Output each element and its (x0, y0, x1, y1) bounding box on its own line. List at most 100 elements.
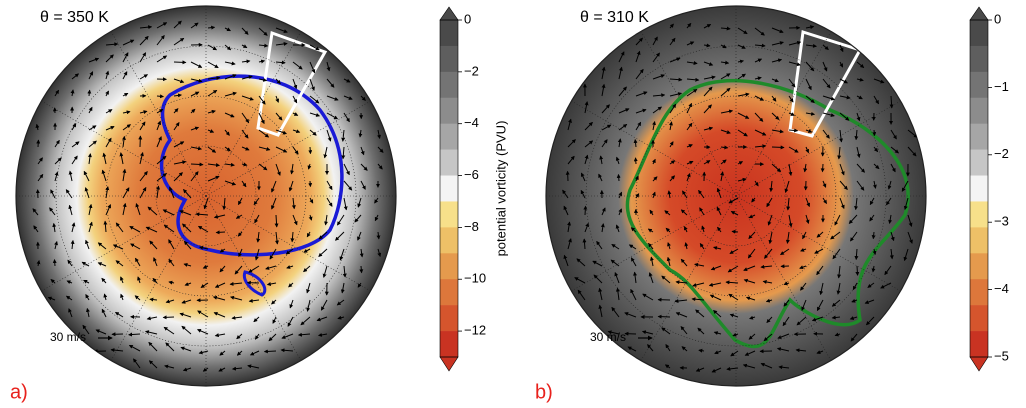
wind-arrow (598, 304, 603, 318)
wind-arrow (890, 129, 897, 140)
wind-arrow (601, 207, 606, 216)
wind-arrow (207, 146, 217, 153)
wind-arrow (839, 180, 848, 190)
wind-arrow (889, 248, 894, 260)
wind-arrow (851, 298, 858, 303)
wind-field (16, 6, 396, 386)
wind-arrow (748, 214, 756, 219)
wind-arrow (322, 265, 328, 278)
graticule (155, 145, 257, 247)
wind-arrow (200, 282, 209, 288)
wind-arrow (786, 197, 791, 211)
wind-arrow (265, 265, 277, 270)
wind-arrow (614, 272, 620, 284)
map-title: θ = 350 K (40, 9, 109, 26)
wind-arrow (292, 146, 299, 155)
wind-arrow (229, 281, 243, 286)
wind-arrow (275, 95, 280, 103)
wind-arrow (635, 108, 647, 114)
wind-arrow (183, 189, 192, 199)
wind-arrow (320, 299, 328, 311)
wind-arrow (788, 163, 793, 177)
wind-arrow (692, 282, 705, 287)
wind-arrow (54, 240, 58, 250)
wind-arrow (83, 279, 90, 284)
wind-arrow (241, 146, 250, 151)
wind-arrow (326, 95, 339, 101)
wind-arrow (309, 129, 317, 136)
wind-arrow (901, 180, 909, 192)
wind-arrow (343, 163, 350, 176)
graticule (105, 22, 207, 197)
wind-arrow (765, 298, 773, 303)
wind-arrow (730, 210, 739, 216)
wind-arrow (190, 171, 199, 182)
wind-arrow (699, 243, 705, 250)
wind-arrow (720, 129, 731, 134)
colorbar-band (440, 253, 458, 280)
wind-arrow (652, 36, 658, 46)
wind-arrow (856, 163, 865, 173)
wind-arrow (599, 155, 604, 165)
wind-arrow (680, 209, 688, 216)
wind-arrow (729, 313, 739, 318)
wind-arrow (686, 41, 695, 46)
wind-arrow (725, 280, 739, 285)
wind-arrow (54, 139, 60, 148)
colorbar-band (440, 71, 458, 99)
wind-arrow (374, 197, 379, 204)
wind-arrow (139, 110, 148, 115)
wind-arrow (342, 265, 347, 278)
wind-arrow (805, 129, 813, 133)
colorbar-extend (969, 6, 989, 21)
wind-arrow (618, 191, 623, 199)
colorbar-tick-label: −8 (464, 219, 479, 234)
wind-arrow (139, 35, 149, 46)
region-box (788, 30, 863, 138)
wind-arrow (788, 95, 794, 103)
wind-arrow (214, 333, 226, 338)
wind-arrow (308, 214, 313, 221)
graticule (635, 22, 737, 197)
wind-arrow (134, 295, 141, 301)
wind-arrow (832, 248, 841, 260)
colorbar-band (970, 71, 988, 99)
wind-arrow (112, 244, 124, 250)
wind-arrow (122, 187, 130, 199)
wind-arrow (207, 76, 221, 81)
wind-arrow (163, 326, 175, 335)
wind-arrow (292, 129, 301, 134)
colorbar-band (440, 331, 458, 358)
wind-arrow (784, 180, 790, 194)
wind-arrow (343, 112, 350, 123)
wind-arrow (224, 162, 235, 167)
wind-arrow (139, 52, 147, 63)
wind-arrow (667, 190, 672, 199)
colorbar-band (970, 305, 988, 332)
wind-arrow (728, 197, 739, 204)
wind-arrow (163, 224, 175, 233)
wind-arrow (286, 265, 294, 269)
wind-arrow (343, 78, 351, 83)
wind-arrow (737, 92, 750, 97)
wind-arrow (70, 239, 75, 250)
wind-arrow (584, 222, 589, 233)
graticule (32, 95, 207, 197)
wind-arrow (720, 171, 725, 182)
wind-arrow (156, 173, 167, 182)
wind-arrow (771, 163, 782, 173)
wind-arrow (872, 180, 877, 189)
wind-arrow (713, 331, 722, 336)
wind-arrow (778, 365, 790, 370)
wind-arrow (831, 315, 841, 320)
wind-arrow (886, 197, 892, 206)
wind-arrow (907, 146, 917, 157)
wind-arrow (737, 44, 746, 49)
wind-arrow (666, 256, 671, 267)
wind-arrow (275, 129, 287, 135)
wind-arrow (115, 222, 124, 233)
wind-arrow (669, 160, 676, 165)
wind-arrow (811, 316, 824, 322)
wind-arrow (122, 92, 129, 97)
wind-arrow (732, 332, 739, 337)
